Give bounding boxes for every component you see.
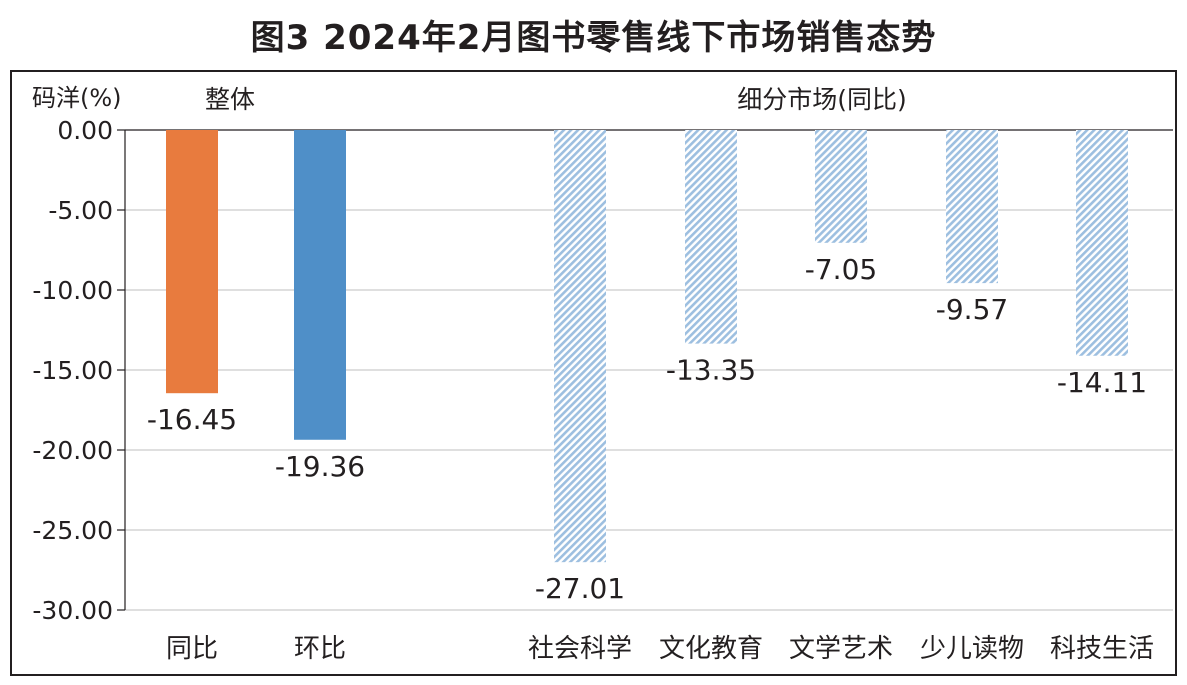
bar [294,130,346,440]
x-tick-label: 文学艺术 [789,634,893,664]
bar [166,130,218,394]
data-label: -13.35 [666,354,756,387]
x-tick-label: 文化教育 [659,634,763,664]
data-label: -7.05 [805,253,877,286]
bar [1076,130,1128,356]
x-tick-label: 少儿读物 [920,634,1024,664]
data-label: -27.01 [535,572,625,605]
x-tick-label: 科技生活 [1050,634,1154,664]
y-tick-label: -5.00 [48,196,113,225]
bar [685,130,737,344]
bar [946,130,998,284]
group-label: 整体 [205,85,255,114]
x-tick-label: 同比 [166,634,218,664]
data-label: -9.57 [936,293,1008,326]
data-label: -19.36 [275,450,365,483]
bar [815,130,867,243]
x-tick-label: 环比 [294,634,346,664]
y-axis-label: 码洋(%) [32,84,122,112]
y-tick-label: -30.00 [32,596,113,625]
y-tick-label: -10.00 [32,276,113,305]
chart-frame: 0.00 -5.00 -10.00 -15.00 -20.00 -25.00 -30.00 码… [10,70,1177,676]
y-tick-label: 0.00 [57,116,113,145]
bar-chart: 0.00 -5.00 -10.00 -15.00 -20.00 -25.00 -30.00 码… [32,84,1173,664]
y-tick-label: -25.00 [32,516,113,545]
page-title: 图3 2024年2月图书零售线下市场销售态势 [250,18,937,58]
y-tick-label: -15.00 [32,356,113,385]
group-label: 细分市场(同比) [737,85,907,114]
y-tick-label: -20.00 [32,436,113,465]
x-tick-label: 社会科学 [528,634,632,664]
data-label: -16.45 [147,403,237,436]
data-label: -14.11 [1057,366,1147,399]
bar [554,130,606,563]
